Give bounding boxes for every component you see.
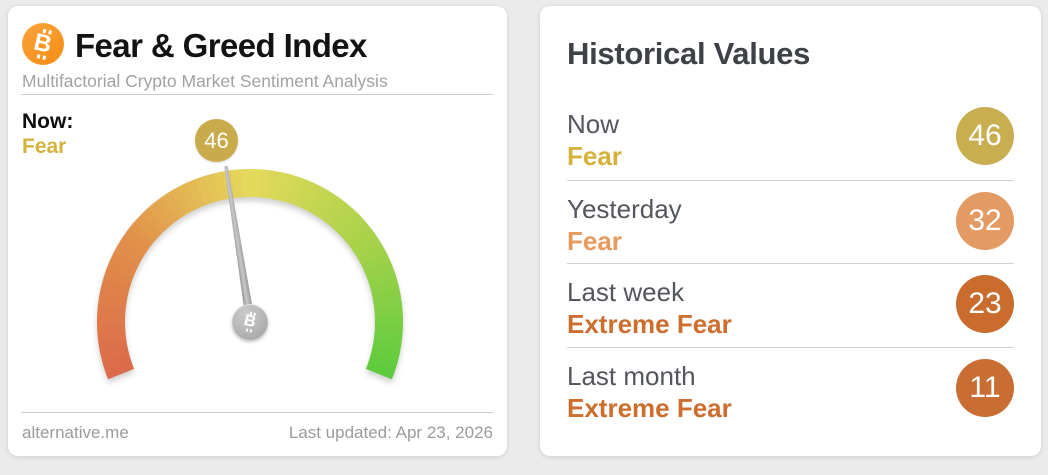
row-value-badge: 23 (956, 275, 1014, 333)
row-status: Extreme Fear (567, 309, 732, 339)
historical-row-last-month: Last month Extreme Fear 11 (567, 346, 1014, 431)
row-status: Extreme Fear (567, 392, 732, 423)
sentiment-gauge: B (97, 169, 403, 475)
row-period: Last week (567, 277, 685, 307)
row-value-badge: 46 (956, 107, 1014, 165)
historical-row-last-week: Last week Extreme Fear 23 (567, 263, 1014, 347)
historical-title: Historical Values (567, 36, 811, 71)
last-updated-label: Last updated: Apr 23, 2026 (288, 423, 493, 442)
footer-divider (21, 412, 493, 413)
gauge-hub-bitcoin-icon: B (232, 304, 268, 340)
card-subtitle: Multifactorial Crypto Market Sentiment A… (22, 71, 388, 91)
card-title: Fear & Greed Index (75, 27, 367, 64)
gauge-arc (97, 169, 403, 380)
now-status: Fear (22, 135, 67, 158)
row-period: Yesterday (567, 193, 682, 224)
fear-greed-header: B Fear & Greed Index (22, 23, 367, 65)
fear-greed-card: B Fear & Greed Index Multifactorial Cryp… (8, 6, 507, 456)
row-value-badge: 11 (956, 358, 1014, 417)
bitcoin-logo-icon: B (22, 23, 64, 65)
historical-row-now: Now Fear 46 (567, 96, 1014, 180)
header-divider (21, 94, 493, 95)
row-period: Last month (567, 360, 696, 391)
current-value-block: Now: Fear (22, 109, 73, 159)
card-footer: alternative.me Last updated: Apr 23, 202… (22, 423, 493, 443)
row-value-badge: 32 (956, 191, 1014, 250)
gauge-value-badge: 46 (195, 119, 238, 162)
historical-row-yesterday: Yesterday Fear 32 (567, 179, 1014, 264)
historical-values-card: Historical Values Now Fear 46 Yesterday … (540, 6, 1041, 456)
site-link[interactable]: alternative.me (22, 423, 129, 442)
row-status: Fear (567, 225, 622, 256)
row-status: Fear (567, 141, 622, 171)
row-period: Now (567, 109, 620, 139)
historical-rows: Now Fear 46 Yesterday Fear 32 Last week … (567, 96, 1014, 430)
now-label: Now: (22, 110, 74, 133)
